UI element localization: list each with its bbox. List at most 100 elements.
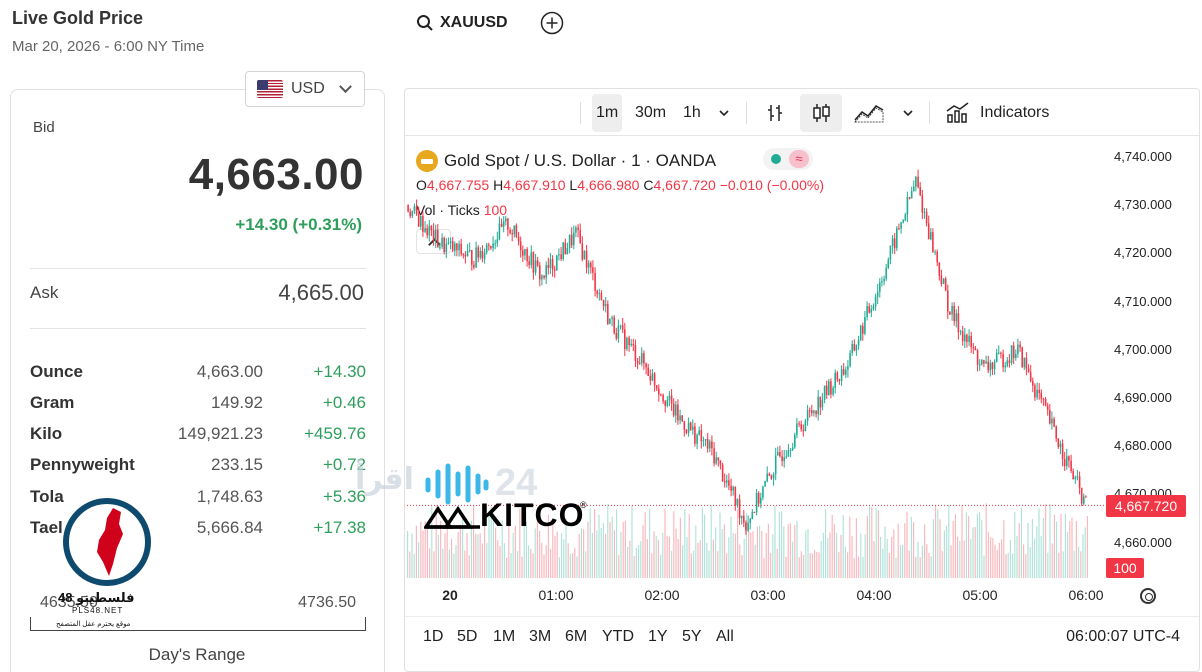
range-button-all[interactable]: All bbox=[716, 628, 734, 645]
volume-legend-label: Vol · Ticks bbox=[416, 202, 480, 218]
indicators-icon bbox=[946, 102, 969, 123]
unit-row-tola: Tola 1,748.63 +5.36 bbox=[30, 487, 366, 513]
unit-change: +0.72 bbox=[322, 455, 366, 474]
unit-price: 233.15 bbox=[211, 455, 263, 474]
ohlc-close-key: C bbox=[643, 177, 654, 193]
range-button-3m[interactable]: 3M bbox=[529, 628, 552, 645]
time-tick-label: 06:00 bbox=[1068, 587, 1104, 603]
page-title: Live Gold Price bbox=[12, 8, 144, 28]
unit-name: Kilo bbox=[30, 424, 63, 443]
unit-row-gram: Gram 149.92 +0.46 bbox=[30, 393, 366, 419]
area-style-button[interactable] bbox=[854, 90, 884, 136]
range-button-5y[interactable]: 5Y bbox=[682, 628, 702, 645]
price-tick-label: 4,690.000 bbox=[1114, 390, 1172, 405]
time-tick-label: 01:00 bbox=[538, 587, 574, 603]
market-open-dot-icon bbox=[771, 154, 781, 164]
toolbar-separator bbox=[929, 102, 930, 124]
price-tick-label: 4,740.000 bbox=[1114, 149, 1172, 164]
indicators-label: Indicators bbox=[980, 104, 1050, 121]
symbol-search-button[interactable]: XAUUSD bbox=[416, 0, 508, 46]
interval-1m-button[interactable]: 1m bbox=[592, 94, 623, 132]
volume-legend: Vol · Ticks 100 bbox=[416, 202, 507, 218]
market-status-pill[interactable]: ≈ bbox=[763, 148, 813, 170]
ohlc-change: −0.010 (−0.00%) bbox=[719, 177, 824, 193]
time-tick-label: 05:00 bbox=[962, 587, 998, 603]
page-timestamp: Mar 20, 2026 - 6:00 NY Time bbox=[12, 38, 205, 55]
registered-mark: ® bbox=[580, 500, 587, 510]
unit-price: 1,748.63 bbox=[196, 487, 263, 506]
range-button-6m[interactable]: 6M bbox=[565, 628, 588, 645]
legend-title-text: Gold Spot / U.S. Dollar · 1 · OANDA bbox=[444, 151, 717, 170]
volume-legend-value: 100 bbox=[483, 202, 508, 218]
map-logo-icon bbox=[63, 498, 151, 586]
ask-price: 4,665.00 bbox=[278, 280, 364, 305]
ohlc-high: 4,667.910 bbox=[503, 177, 566, 193]
bid-label: Bid bbox=[33, 119, 55, 136]
watermark-arabic: اقرأ bbox=[355, 463, 414, 496]
range-button-5d[interactable]: 5D bbox=[457, 628, 478, 645]
kitco-logo-icon bbox=[424, 505, 480, 529]
ohlc-open-key: O bbox=[416, 177, 427, 193]
chevron-down-icon bbox=[338, 79, 352, 93]
unit-change: +14.30 bbox=[313, 362, 366, 381]
unit-row-tael: Tael 5,666.84 +17.38 bbox=[30, 518, 366, 544]
ohlc-high-key: H bbox=[493, 177, 504, 193]
candles-icon bbox=[813, 104, 830, 122]
interval-30m-button[interactable]: 30m bbox=[635, 104, 667, 121]
unit-row-pennyweight: Pennyweight 233.15 +0.72 bbox=[30, 455, 366, 481]
plus-circle-icon bbox=[540, 11, 564, 35]
time-tick-label: 02:00 bbox=[644, 587, 680, 603]
currency-select[interactable]: USD bbox=[245, 71, 365, 107]
price-tick-label: 4,660.000 bbox=[1114, 534, 1172, 550]
price-tick-label: 4,730.000 bbox=[1114, 197, 1172, 213]
ohlc-low: 4,666.980 bbox=[577, 177, 640, 193]
chevron-down-icon bbox=[903, 110, 913, 117]
settings-gear-icon[interactable] bbox=[1140, 588, 1156, 604]
chart-type-dropdown[interactable] bbox=[902, 90, 914, 136]
ohlc-values: O4,667.755 H4,667.910 L4,666.980 C4,667.… bbox=[416, 177, 824, 193]
range-button-ytd[interactable]: YTD bbox=[602, 628, 634, 645]
bid-change: +14.30 (+0.31%) bbox=[235, 215, 362, 234]
map-shape-icon bbox=[97, 508, 123, 576]
price-card bbox=[10, 89, 385, 672]
ohlc-low-key: L bbox=[569, 177, 578, 193]
gold-bar-icon bbox=[416, 150, 438, 172]
bars-style-icon bbox=[768, 105, 782, 121]
chevron-down-icon bbox=[719, 110, 729, 117]
unit-change: +459.76 bbox=[304, 424, 366, 443]
unit-change: +5.36 bbox=[322, 487, 366, 506]
day-range-label: Day's Range bbox=[148, 645, 246, 664]
price-tick-label: 4,680.000 bbox=[1114, 438, 1172, 454]
compare-symbol-button[interactable] bbox=[540, 0, 564, 46]
interval-1h-button[interactable]: 1h bbox=[683, 104, 701, 121]
range-bar bbox=[405, 616, 1199, 660]
ohlc-close: 4,667.720 bbox=[653, 177, 716, 193]
delayed-data-icon: ≈ bbox=[789, 150, 809, 168]
range-button-1d[interactable]: 1D bbox=[423, 628, 444, 645]
candles-style-button[interactable] bbox=[800, 94, 842, 132]
collapse-legend-button[interactable] bbox=[416, 229, 451, 254]
ask-label: Ask bbox=[30, 283, 59, 302]
day-range-bar bbox=[30, 617, 366, 631]
logo-domain: PLS48.NET bbox=[72, 606, 124, 615]
time-tick-label: 03:00 bbox=[750, 587, 786, 603]
soundwave-watermark-icon bbox=[425, 463, 489, 505]
unit-change: +17.38 bbox=[313, 518, 366, 537]
range-button-1y[interactable]: 1Y bbox=[648, 628, 668, 645]
unit-price: 149.92 bbox=[211, 393, 263, 412]
price-tick-label: 4,710.000 bbox=[1114, 293, 1172, 309]
range-button-1m[interactable]: 1M bbox=[493, 628, 516, 645]
logo-name: فلسطينو 48 bbox=[58, 590, 135, 605]
interval-dropdown-button[interactable] bbox=[718, 90, 730, 136]
price-tick-label: 4,700.000 bbox=[1114, 341, 1172, 357]
chart-toolbar bbox=[405, 90, 1199, 136]
bar-replay-button[interactable] bbox=[764, 90, 786, 136]
us-flag-icon bbox=[257, 80, 283, 98]
indicators-button[interactable]: Indicators bbox=[946, 90, 1049, 136]
unit-name: Tola bbox=[30, 487, 64, 506]
search-icon bbox=[417, 15, 433, 31]
kitco-logo-text: KITCO bbox=[480, 497, 585, 533]
divider bbox=[30, 268, 366, 269]
price-tick-label: 4,720.000 bbox=[1114, 245, 1172, 261]
unit-price: 149,921.23 bbox=[177, 424, 263, 443]
